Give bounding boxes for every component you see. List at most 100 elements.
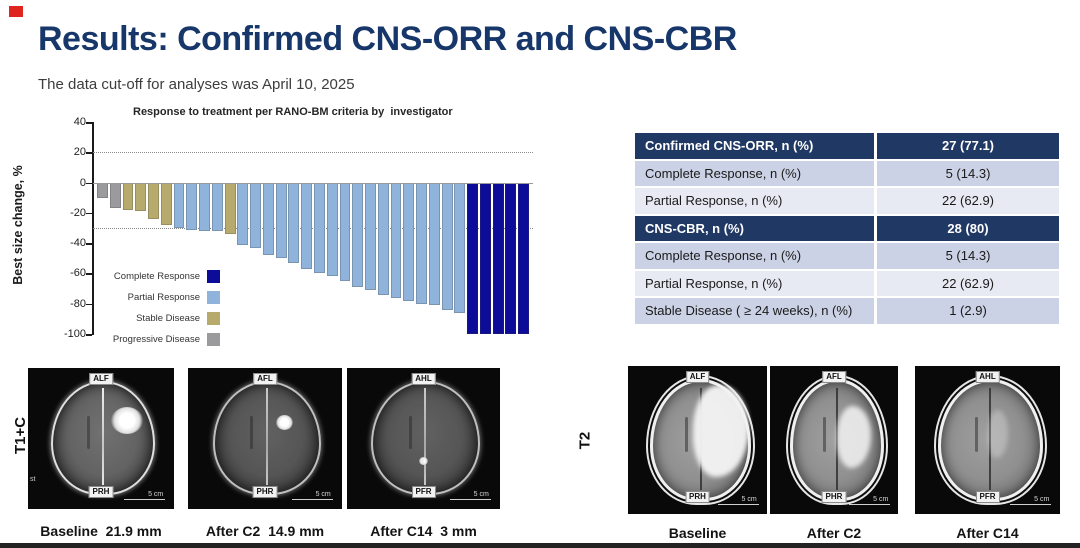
caption-t2-after-c2: After C2 <box>806 525 862 541</box>
waterfall-bar <box>148 182 159 219</box>
tumor-blob <box>111 407 144 435</box>
brain-image <box>371 380 480 495</box>
table-row-label: Stable Disease ( ≥ 24 weeks), n (%) <box>635 298 877 324</box>
legend-swatch <box>207 270 220 283</box>
y-tick-label: -100 <box>63 328 86 340</box>
waterfall-chart: 40 20 0 -20 -40 -60 -80 -100 <box>64 116 533 340</box>
waterfall-bar <box>186 182 198 230</box>
mri-t2-baseline: ALF PRH 5 cm <box>628 366 767 514</box>
table-row-label: Partial Response, n (%) <box>635 270 877 296</box>
orientation-tag-bottom: PHR <box>821 491 847 503</box>
waterfall-bar <box>122 182 134 210</box>
chart-title: Response to treatment per RANO-BM criter… <box>133 106 453 118</box>
y-tick-mark <box>86 212 92 215</box>
edema-region <box>987 410 1008 458</box>
table-row-value: 1 (2.9) <box>949 303 987 319</box>
table-row-value: 5 (14.3) <box>945 248 991 264</box>
scale-bar: 5 cm <box>124 491 166 500</box>
waterfall-bar <box>518 182 530 334</box>
slide-bottom-border <box>0 543 1080 548</box>
corner-note: st <box>30 476 36 483</box>
waterfall-bar <box>339 182 351 281</box>
waterfall-bar <box>505 182 517 334</box>
orientation-tag-top: AFL <box>253 373 277 385</box>
table-row-value: 28 (80) <box>947 220 989 236</box>
waterfall-bar <box>365 182 376 291</box>
legend-swatch <box>207 312 220 325</box>
orientation-tag-top: AFL <box>822 371 846 383</box>
waterfall-bar <box>352 182 364 288</box>
y-tick-label: -60 <box>70 267 86 280</box>
waterfall-bar <box>479 182 491 334</box>
mri-t1c-baseline: ALF PRH 5 cm st <box>28 368 174 509</box>
table-row-value: 22 (62.9) <box>941 193 995 209</box>
table-row-label: CNS-CBR, n (%) <box>635 215 877 241</box>
scale-bar: 5 cm <box>1010 496 1052 505</box>
results-table: Confirmed CNS-ORR, n (%) 27 (77.1) Complet… <box>635 133 1059 326</box>
waterfall-bar <box>224 182 236 235</box>
y-tick-mark <box>86 122 92 124</box>
legend-label: Complete Response <box>113 271 200 282</box>
mri-t2-after-c2: AFL PHR 5 cm <box>770 366 898 514</box>
waterfall-bar <box>275 182 287 259</box>
legend-item: Progressive Disease <box>98 329 220 350</box>
waterfall-bar <box>467 182 479 334</box>
legend-swatch <box>207 333 220 346</box>
table-row: Stable Disease ( ≥ 24 weeks), n (%) 1 (2.… <box>635 298 1059 326</box>
brain-image <box>212 380 322 495</box>
scale-bar: 5 cm <box>291 491 333 500</box>
legend-label: Stable Disease <box>136 313 200 324</box>
table-row-label: Partial Response, n (%) <box>635 188 877 214</box>
waterfall-bar <box>301 182 313 269</box>
y-tick-label: 20 <box>73 146 86 159</box>
mri-t2-after-c14: AHL PFR 5 cm <box>915 366 1060 514</box>
t2-row-label: T2 <box>576 431 594 449</box>
zero-line <box>93 182 533 185</box>
caption-t2-after-c14: After C14 <box>956 525 1019 541</box>
table-row-value: 27 (77.1) <box>941 138 995 154</box>
table-row-label: Confirmed CNS-ORR, n (%) <box>635 133 877 159</box>
caption-t1c-after-c14: After C14 3 mm <box>370 523 477 539</box>
waterfall-bar <box>390 182 402 298</box>
chart-legend: Complete Response Partial Response Stable … <box>98 266 220 350</box>
table-row: Complete Response, n (%) 5 (14.3) <box>635 160 1059 188</box>
waterfall-bar <box>97 182 108 198</box>
orientation-tag-top: AHL <box>975 371 1000 383</box>
y-tick-mark <box>86 152 92 154</box>
caption-t1c-baseline: Baseline 21.9 mm <box>40 523 162 539</box>
waterfall-bar <box>109 182 121 209</box>
table-row: Complete Response, n (%) 5 (14.3) <box>635 243 1059 271</box>
y-tick-label: -40 <box>70 237 86 250</box>
table-row-label: Complete Response, n (%) <box>635 243 877 269</box>
waterfall-bar <box>173 182 185 228</box>
table-row: Partial Response, n (%) 22 (62.9) <box>635 188 1059 216</box>
waterfall-bar <box>441 182 453 310</box>
edema-region <box>693 385 749 477</box>
table-row: CNS-CBR, n (%) 28 (80) <box>635 215 1059 243</box>
scale-bar: 5 cm <box>449 491 491 500</box>
t1c-row-label: T1+C <box>12 416 30 454</box>
mri-t1c-after-c2: AFL PHR 5 cm <box>188 368 342 509</box>
reference-line--30 <box>93 228 533 229</box>
waterfall-bar <box>199 182 210 232</box>
waterfall-bar <box>416 182 427 304</box>
waterfall-bar <box>403 182 415 301</box>
waterfall-bar <box>250 182 262 248</box>
table-row-value: 5 (14.3) <box>945 165 991 181</box>
legend-label: Progressive Disease <box>112 334 200 345</box>
waterfall-bar <box>237 182 249 245</box>
brain-image <box>51 380 155 495</box>
waterfall-bar <box>492 182 504 334</box>
reference-line-20 <box>93 152 533 154</box>
orientation-tag-bottom: PFR <box>975 491 1000 503</box>
table-row-value: 22 (62.9) <box>941 275 995 291</box>
data-cutoff-note: The data cut-off for analyses was April … <box>38 76 355 93</box>
legend-swatch <box>207 291 220 304</box>
orientation-tag-bottom: PFR <box>411 486 436 498</box>
mri-t1c-after-c14: AHL PFR 5 cm <box>347 368 500 509</box>
y-tick-mark <box>86 334 92 336</box>
y-tick-label: -80 <box>70 297 86 310</box>
waterfall-bar <box>326 182 338 277</box>
orientation-tag-bottom: PRH <box>88 486 114 498</box>
